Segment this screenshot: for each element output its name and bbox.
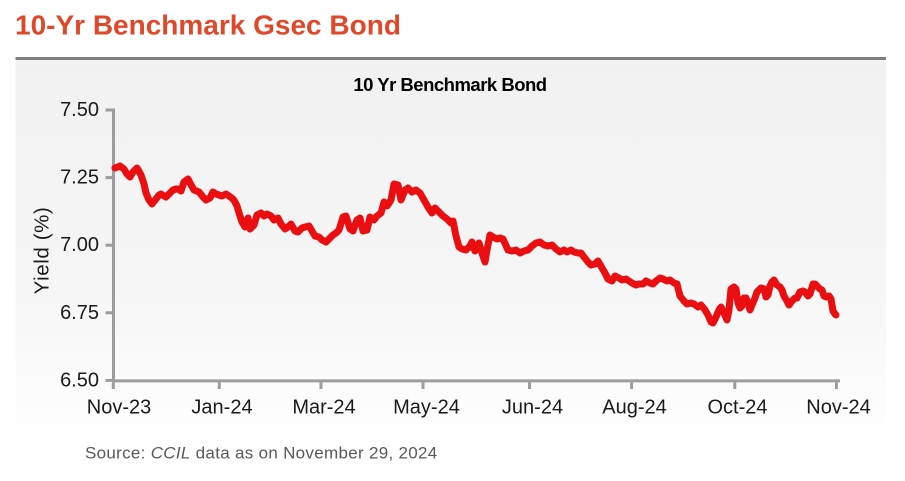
- svg-text:7.50: 7.50: [60, 99, 99, 121]
- svg-text:Nov-23: Nov-23: [87, 397, 151, 419]
- svg-text:Source: CCIL data as on Novemb: Source: CCIL data as on November 29, 202…: [85, 444, 438, 463]
- svg-text:6.50: 6.50: [60, 369, 99, 391]
- svg-text:Jan-24: Jan-24: [191, 397, 252, 419]
- svg-text:10 Yr Benchmark Bond: 10 Yr Benchmark Bond: [353, 74, 546, 95]
- svg-text:Aug-24: Aug-24: [602, 397, 667, 419]
- svg-text:Jun-24: Jun-24: [502, 397, 563, 419]
- svg-text:Nov-24: Nov-24: [806, 397, 870, 419]
- svg-text:May-24: May-24: [393, 397, 460, 419]
- svg-text:7.00: 7.00: [60, 234, 99, 256]
- svg-text:10-Yr Benchmark Gsec Bond: 10-Yr Benchmark Gsec Bond: [15, 10, 401, 41]
- svg-text:Oct-24: Oct-24: [707, 397, 767, 419]
- svg-text:7.25: 7.25: [60, 167, 99, 189]
- svg-text:Yield (%): Yield (%): [31, 207, 54, 295]
- svg-text:6.75: 6.75: [60, 302, 99, 324]
- svg-text:Mar-24: Mar-24: [292, 397, 355, 419]
